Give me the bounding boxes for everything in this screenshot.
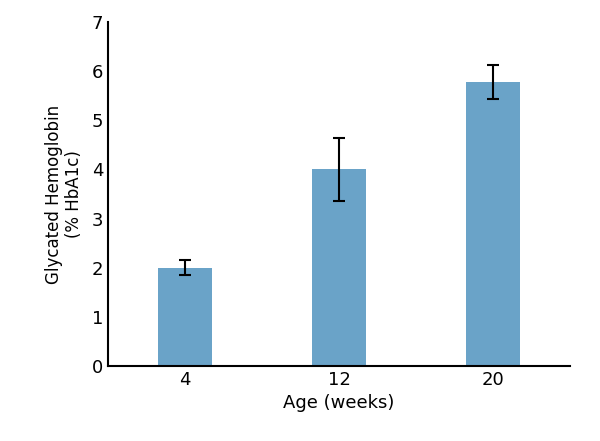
Bar: [158, 268, 212, 366]
Bar: [466, 82, 520, 366]
Y-axis label: Glycated Hemoglobin
(% HbA1c): Glycated Hemoglobin (% HbA1c): [44, 105, 83, 284]
X-axis label: Age (weeks): Age (weeks): [283, 394, 395, 412]
Bar: [312, 169, 366, 366]
